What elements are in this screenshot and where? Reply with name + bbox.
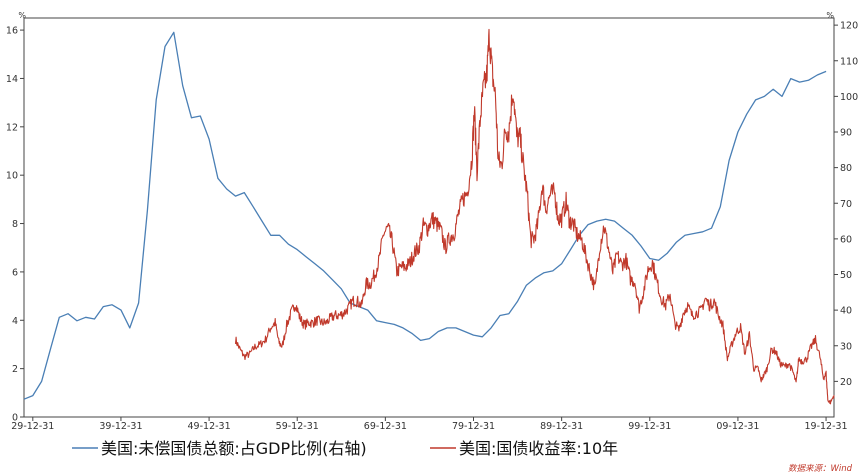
- right-tick-label: 90: [840, 128, 852, 139]
- left-tick-label: 10: [6, 171, 18, 182]
- right-tick-label: 40: [840, 306, 852, 317]
- legend: 美国:未偿国债总额:占GDP比例(右轴) 美国:国债收益率:10年: [72, 439, 618, 458]
- series-line-debt-to-gdp: [23, 31, 827, 400]
- left-tick-label: 4: [12, 316, 18, 327]
- left-tick-label: 8: [12, 219, 18, 230]
- x-tick-label: 79-12-31: [452, 421, 495, 432]
- left-tick-label: 2: [12, 364, 18, 375]
- plot-frame: [23, 17, 835, 418]
- legend-label-debt: 美国:未偿国债总额:占GDP比例(右轴): [101, 439, 367, 458]
- left-axis-unit: %: [18, 11, 26, 20]
- x-tick-label: 89-12-31: [540, 421, 583, 432]
- plot-area-border: [23, 17, 835, 418]
- left-tick-label: 12: [6, 122, 18, 133]
- x-axis: 29-12-31 39-12-31 49-12-31 59-12-31 69-12-31…: [11, 417, 848, 432]
- right-tick-label: 100: [840, 92, 858, 103]
- right-tick-label: 80: [840, 163, 852, 174]
- right-tick-label: 50: [840, 270, 852, 281]
- x-tick-label: 49-12-31: [188, 421, 231, 432]
- series-line-10y-yield: [234, 28, 835, 405]
- right-axis-unit: %: [826, 11, 834, 20]
- right-tick-label: 70: [840, 199, 852, 210]
- x-tick-label: 39-12-31: [99, 421, 142, 432]
- right-tick-label: 120: [840, 21, 858, 32]
- x-tick-label: 69-12-31: [364, 421, 407, 432]
- legend-label-yield: 美国:国债收益率:10年: [459, 439, 618, 458]
- left-y-axis: 0 2 4 6 8 10 12 14 16: [6, 26, 24, 424]
- left-tick-label: 6: [12, 267, 18, 278]
- right-y-axis: 20 30 40 50 60 70 80 90 100 110 120: [834, 21, 858, 388]
- right-tick-label: 20: [840, 377, 852, 388]
- right-tick-label: 30: [840, 341, 852, 352]
- x-tick-label: 59-12-31: [276, 421, 319, 432]
- x-tick-label: 19-12-31: [804, 421, 847, 432]
- x-tick-label: 09-12-31: [716, 421, 759, 432]
- right-tick-label: 110: [840, 56, 858, 67]
- left-tick-label: 14: [6, 74, 18, 85]
- left-tick-label: 0: [12, 413, 18, 424]
- x-tick-label: 99-12-31: [628, 421, 671, 432]
- x-tick-label: 29-12-31: [11, 421, 54, 432]
- right-tick-label: 60: [840, 234, 852, 245]
- left-tick-label: 16: [6, 26, 18, 37]
- source-note: 数据来源：Wind: [788, 463, 853, 474]
- series-lines: [23, 28, 835, 405]
